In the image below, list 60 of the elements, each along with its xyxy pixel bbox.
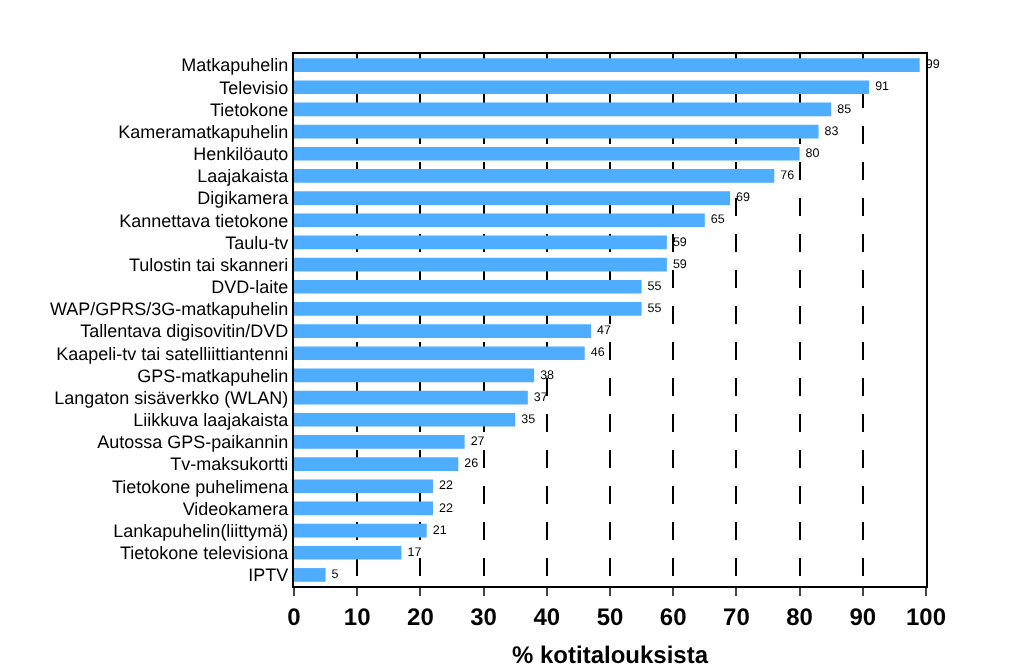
y-tick-label: Digikamera <box>197 188 289 209</box>
y-tick-label: Lankapuhelin(liittymä) <box>113 520 289 541</box>
bar <box>294 235 667 250</box>
y-tick-label: Televisio <box>219 77 289 98</box>
y-tick-label: Autossa GPS-paikannin <box>97 432 289 453</box>
bar <box>294 545 402 560</box>
bar <box>294 346 585 361</box>
y-tick-label: Taulu-tv <box>225 232 290 253</box>
bar <box>294 279 642 294</box>
bar <box>294 169 775 183</box>
y-tick-label: Tv-maksukortti <box>170 454 289 475</box>
x-tick-label: 30 <box>470 602 498 631</box>
bar <box>294 58 920 72</box>
x-axis-title: % kotitalouksista <box>511 640 709 669</box>
bar <box>294 412 516 427</box>
x-tick-label: 90 <box>849 602 877 631</box>
bar <box>294 479 434 494</box>
y-tick-label: Matkapuhelin <box>181 55 289 76</box>
bar <box>294 191 731 205</box>
y-tick-label: Liikkuva laajakaista <box>133 410 289 431</box>
y-tick-label: WAP/GPRS/3G-matkapuhelin <box>49 299 289 320</box>
bar <box>294 257 667 272</box>
x-tick-label: 20 <box>407 602 435 631</box>
bar <box>294 124 819 139</box>
bar <box>294 102 832 117</box>
bar <box>294 435 465 449</box>
y-tick-label: Tallentava digisovitin/DVD <box>80 321 290 342</box>
x-tick-label: 10 <box>343 602 372 631</box>
y-tick-label: Langaton sisäverkko (WLAN) <box>54 387 289 408</box>
y-tick-label: Tietokone <box>209 99 289 120</box>
y-tick-label: DVD-laite <box>211 277 289 298</box>
bar <box>294 457 459 471</box>
x-tick-label: 40 <box>533 602 561 631</box>
y-tick-label: Tietokone televisiona <box>119 543 289 564</box>
x-tick-label: 60 <box>659 602 688 631</box>
y-tick-label: IPTV <box>248 565 289 586</box>
y-tick-label: Henkilöauto <box>193 144 289 165</box>
x-tick-label: 70 <box>723 602 751 631</box>
x-tick-label: 50 <box>596 602 624 631</box>
bar <box>294 146 800 161</box>
y-tick-label: Kannettava tietokone <box>119 210 289 231</box>
bar <box>294 368 535 383</box>
y-tick-label: Laajakaista <box>197 166 289 187</box>
bar <box>294 302 642 316</box>
y-tick-label: Tietokone puhelimena <box>111 476 289 497</box>
x-tick-label: 100 <box>905 602 947 631</box>
bar <box>294 568 326 582</box>
x-tick-label: 0 <box>287 602 302 631</box>
y-tick-label: Videokamera <box>182 498 289 519</box>
y-tick-label: Kameramatkapuhelin <box>118 121 289 142</box>
y-tick-label: Kaapeli-tv tai satelliittiantenni <box>56 343 289 364</box>
y-tick-label: GPS-matkapuhelin <box>137 365 289 386</box>
bar <box>294 324 592 338</box>
bar <box>294 213 705 228</box>
bar <box>294 523 427 538</box>
x-tick-label: 80 <box>786 602 814 631</box>
bar <box>294 390 528 405</box>
y-tick-label: Tulostin tai skanneri <box>128 254 289 275</box>
bar <box>294 80 870 95</box>
bar <box>294 501 434 516</box>
